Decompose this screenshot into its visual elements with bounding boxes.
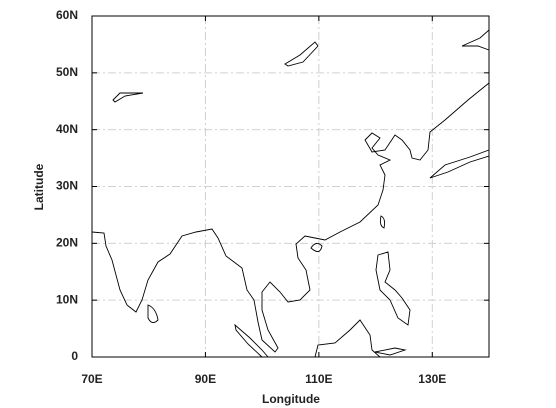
coastline	[91, 82, 490, 353]
java	[374, 347, 407, 356]
y-tick-label: 60N	[56, 8, 78, 22]
balkhash	[112, 92, 144, 103]
philippines	[375, 251, 411, 326]
y-tick-label: 50N	[56, 65, 78, 79]
y-tick-label: 40N	[56, 122, 78, 136]
x-axis-label: Longitude	[262, 392, 320, 406]
y-tick-label: 30N	[56, 179, 78, 193]
y-tick-label: 20N	[56, 236, 78, 250]
sakhalin	[461, 28, 490, 51]
y-tick-label: 0	[71, 349, 78, 363]
x-tick-label: 110E	[305, 372, 332, 386]
x-tick-label: 90E	[195, 372, 216, 386]
japan	[429, 149, 490, 179]
borneo	[314, 319, 381, 358]
coastlines	[91, 28, 490, 358]
baikal	[284, 41, 319, 67]
grid	[91, 15, 489, 358]
sri-lanka	[147, 304, 159, 323]
taiwan	[379, 215, 386, 229]
x-tick-label: 130E	[418, 372, 446, 386]
y-axis-label: Latitude	[32, 163, 46, 210]
x-tick-label: 70E	[81, 372, 102, 386]
y-tick-label: 10N	[56, 292, 78, 306]
hainan	[310, 243, 323, 252]
